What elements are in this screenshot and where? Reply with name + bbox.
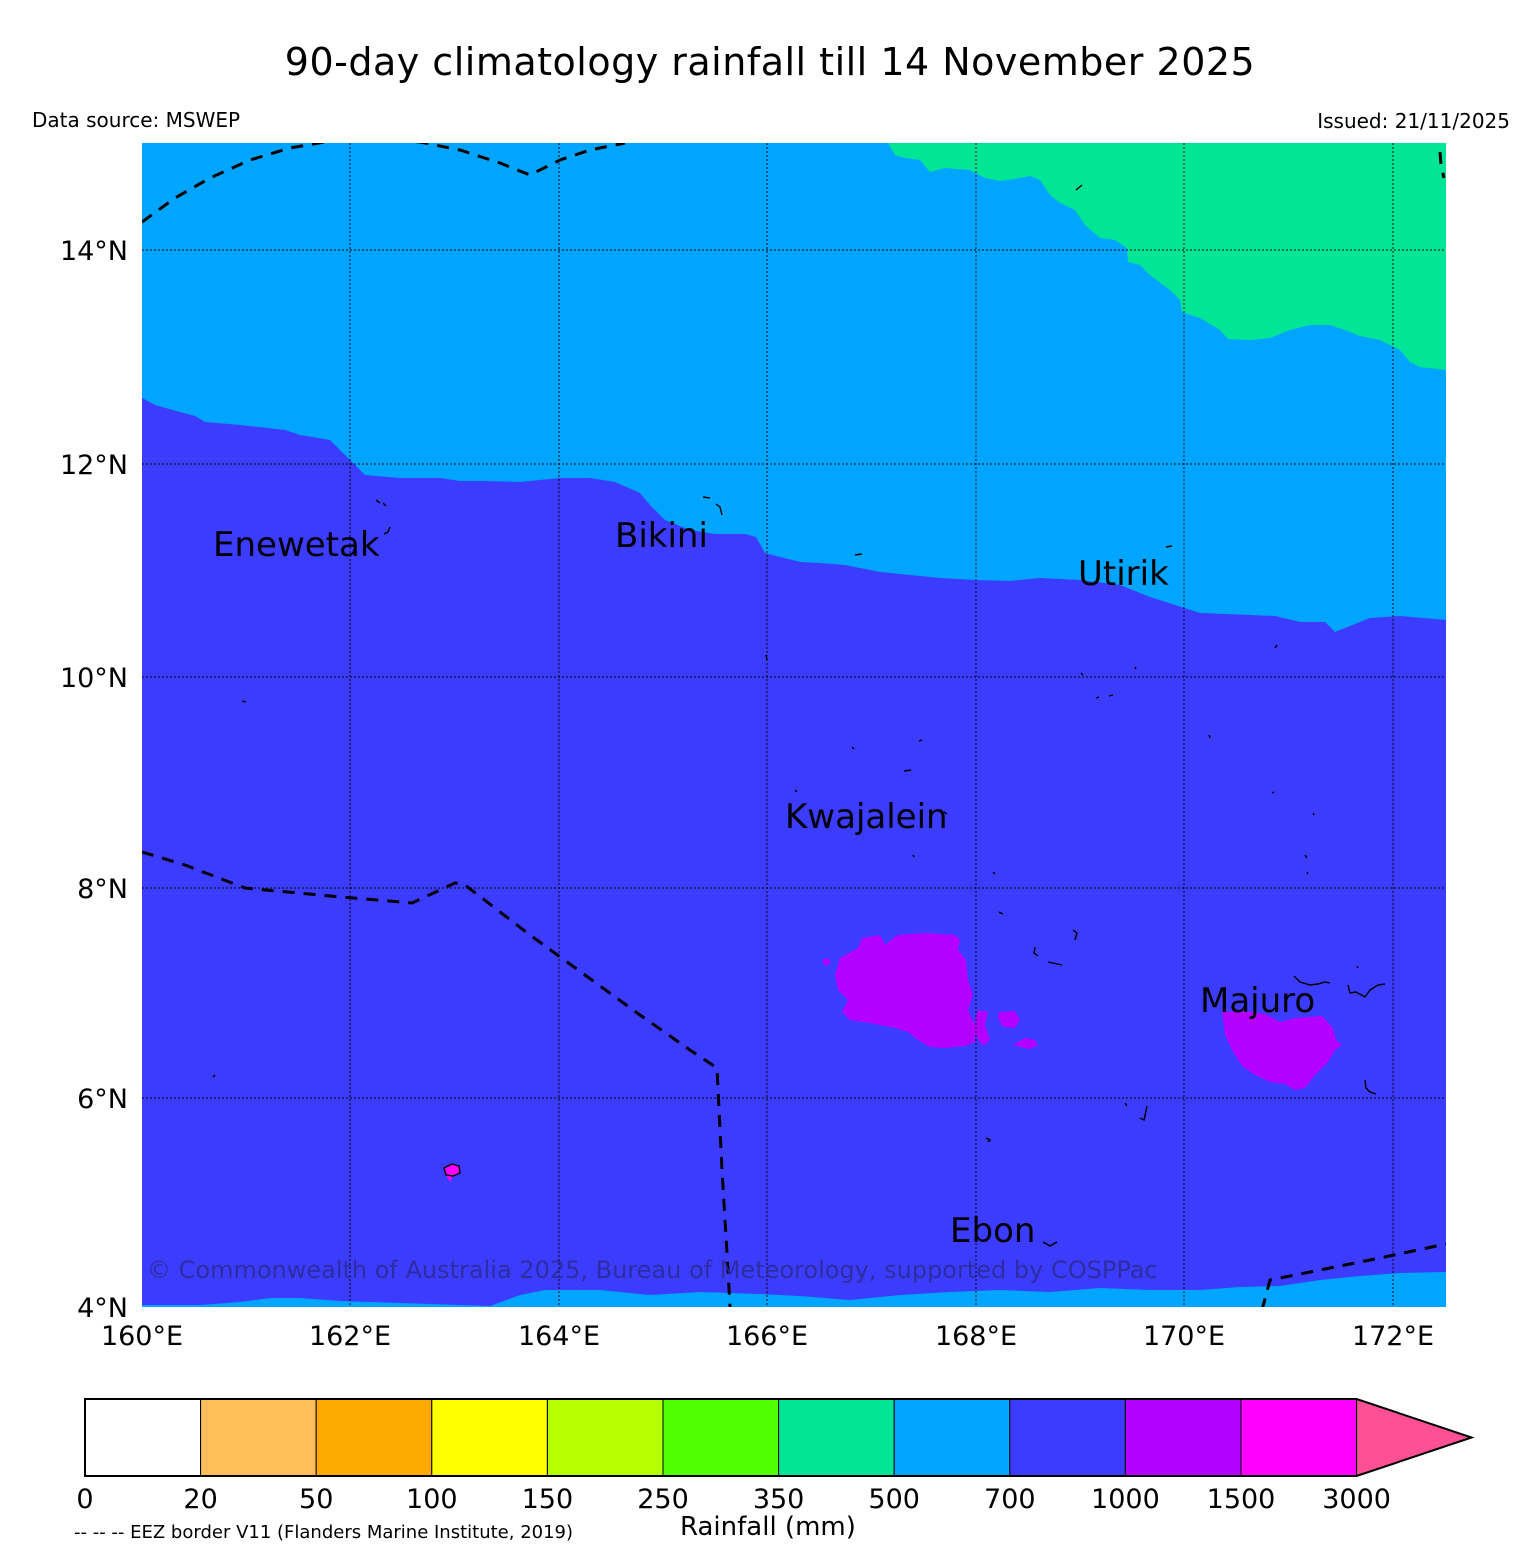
lon-label: 162°E [309, 1321, 391, 1352]
colorbar-extension [1356, 1398, 1474, 1477]
lat-label: 14°N [60, 236, 128, 267]
zone-500-700-south [142, 1272, 1446, 1307]
zone-1000-1500-majuro [1222, 1011, 1342, 1090]
place-utirik: Utirik [1078, 554, 1169, 594]
zone-1500-3000 [444, 1164, 460, 1182]
eez-borders [142, 143, 1446, 1307]
zone-1000-1500-patch-b [1013, 1038, 1038, 1049]
chart-title: 90-day climatology rainfall till 14 Nove… [284, 40, 1256, 84]
zone-1000-1500-patch-a [998, 1011, 1020, 1028]
zone-1000-1500-patch-c [975, 1010, 990, 1046]
colorbar-segment [778, 1398, 895, 1477]
lat-label: 10°N [60, 663, 128, 694]
lon-label: 164°E [518, 1321, 600, 1352]
colorbar-segment [546, 1398, 664, 1477]
data-source: Data source: MSWEP [32, 108, 241, 132]
eez-note: -- -- -- EEZ border V11 (Flanders Marine… [74, 1522, 574, 1543]
colorbar-tick-label: 150 [522, 1484, 574, 1515]
zone-350-500 [888, 143, 1446, 370]
zone-500-700-north [142, 143, 1446, 632]
lon-label: 170°E [1143, 1321, 1225, 1352]
colorbar-tick-label: 1500 [1207, 1484, 1276, 1515]
colorbar: 0 20 50 100 150 250 350 500 700 1000 1500 3000 [76, 1398, 1475, 1515]
lat-label: 6°N [77, 1084, 128, 1115]
colorbar-tick-label: 0 [76, 1484, 93, 1515]
colorbar-segment [84, 1398, 202, 1477]
issued-date: Issued: 21/11/2025 [1317, 109, 1510, 133]
colorbar-segment [315, 1398, 433, 1477]
map-area: Enewetak Bikini Utirik Kwajalein Majuro … [142, 143, 1446, 1307]
colorbar-segment [662, 1398, 780, 1477]
place-bikini: Bikini [615, 516, 708, 556]
lon-label: 160°E [101, 1321, 183, 1352]
lon-label: 166°E [726, 1321, 808, 1352]
place-ebon: Ebon [950, 1211, 1035, 1251]
colorbar-segment [893, 1398, 1011, 1477]
colorbar-label: Rainfall (mm) [680, 1512, 856, 1542]
lat-label: 4°N [77, 1293, 128, 1324]
colorbar-tick-label: 50 [299, 1484, 333, 1515]
place-majuro: Majuro [1200, 981, 1315, 1021]
colorbar-segment [431, 1398, 548, 1477]
colorbar-segment [1009, 1398, 1126, 1477]
colorbar-outline [84, 1398, 1475, 1477]
colorbar-tick-label: 1000 [1091, 1484, 1160, 1515]
lon-label: 172°E [1352, 1321, 1434, 1352]
zone-1000-1500-kwajalein [835, 933, 975, 1048]
place-enewetak: Enewetak [213, 525, 380, 565]
graticule [142, 143, 1446, 1307]
place-kwajalein: Kwajalein [785, 797, 948, 837]
lat-label: 8°N [77, 874, 128, 905]
lon-label: 168°E [935, 1321, 1017, 1352]
lat-label: 12°N [60, 450, 128, 481]
colorbar-tick-label: 700 [984, 1484, 1036, 1515]
colorbar-tick-label: 20 [183, 1484, 217, 1515]
colorbar-tick-label: 100 [406, 1484, 458, 1515]
colorbar-tick-label: 350 [753, 1484, 805, 1515]
colorbar-tick-label: 3000 [1322, 1484, 1391, 1515]
colorbar-segment [1124, 1398, 1242, 1477]
zone-1000-1500-patch-d [822, 958, 831, 966]
colorbar-tick-label: 250 [637, 1484, 689, 1515]
copyright-text: © Commonwealth of Australia 2025, Bureau… [147, 1256, 1158, 1284]
colorbar-segment [1240, 1398, 1358, 1477]
colorbar-segment [200, 1398, 317, 1477]
colorbar-tick-label: 500 [868, 1484, 920, 1515]
